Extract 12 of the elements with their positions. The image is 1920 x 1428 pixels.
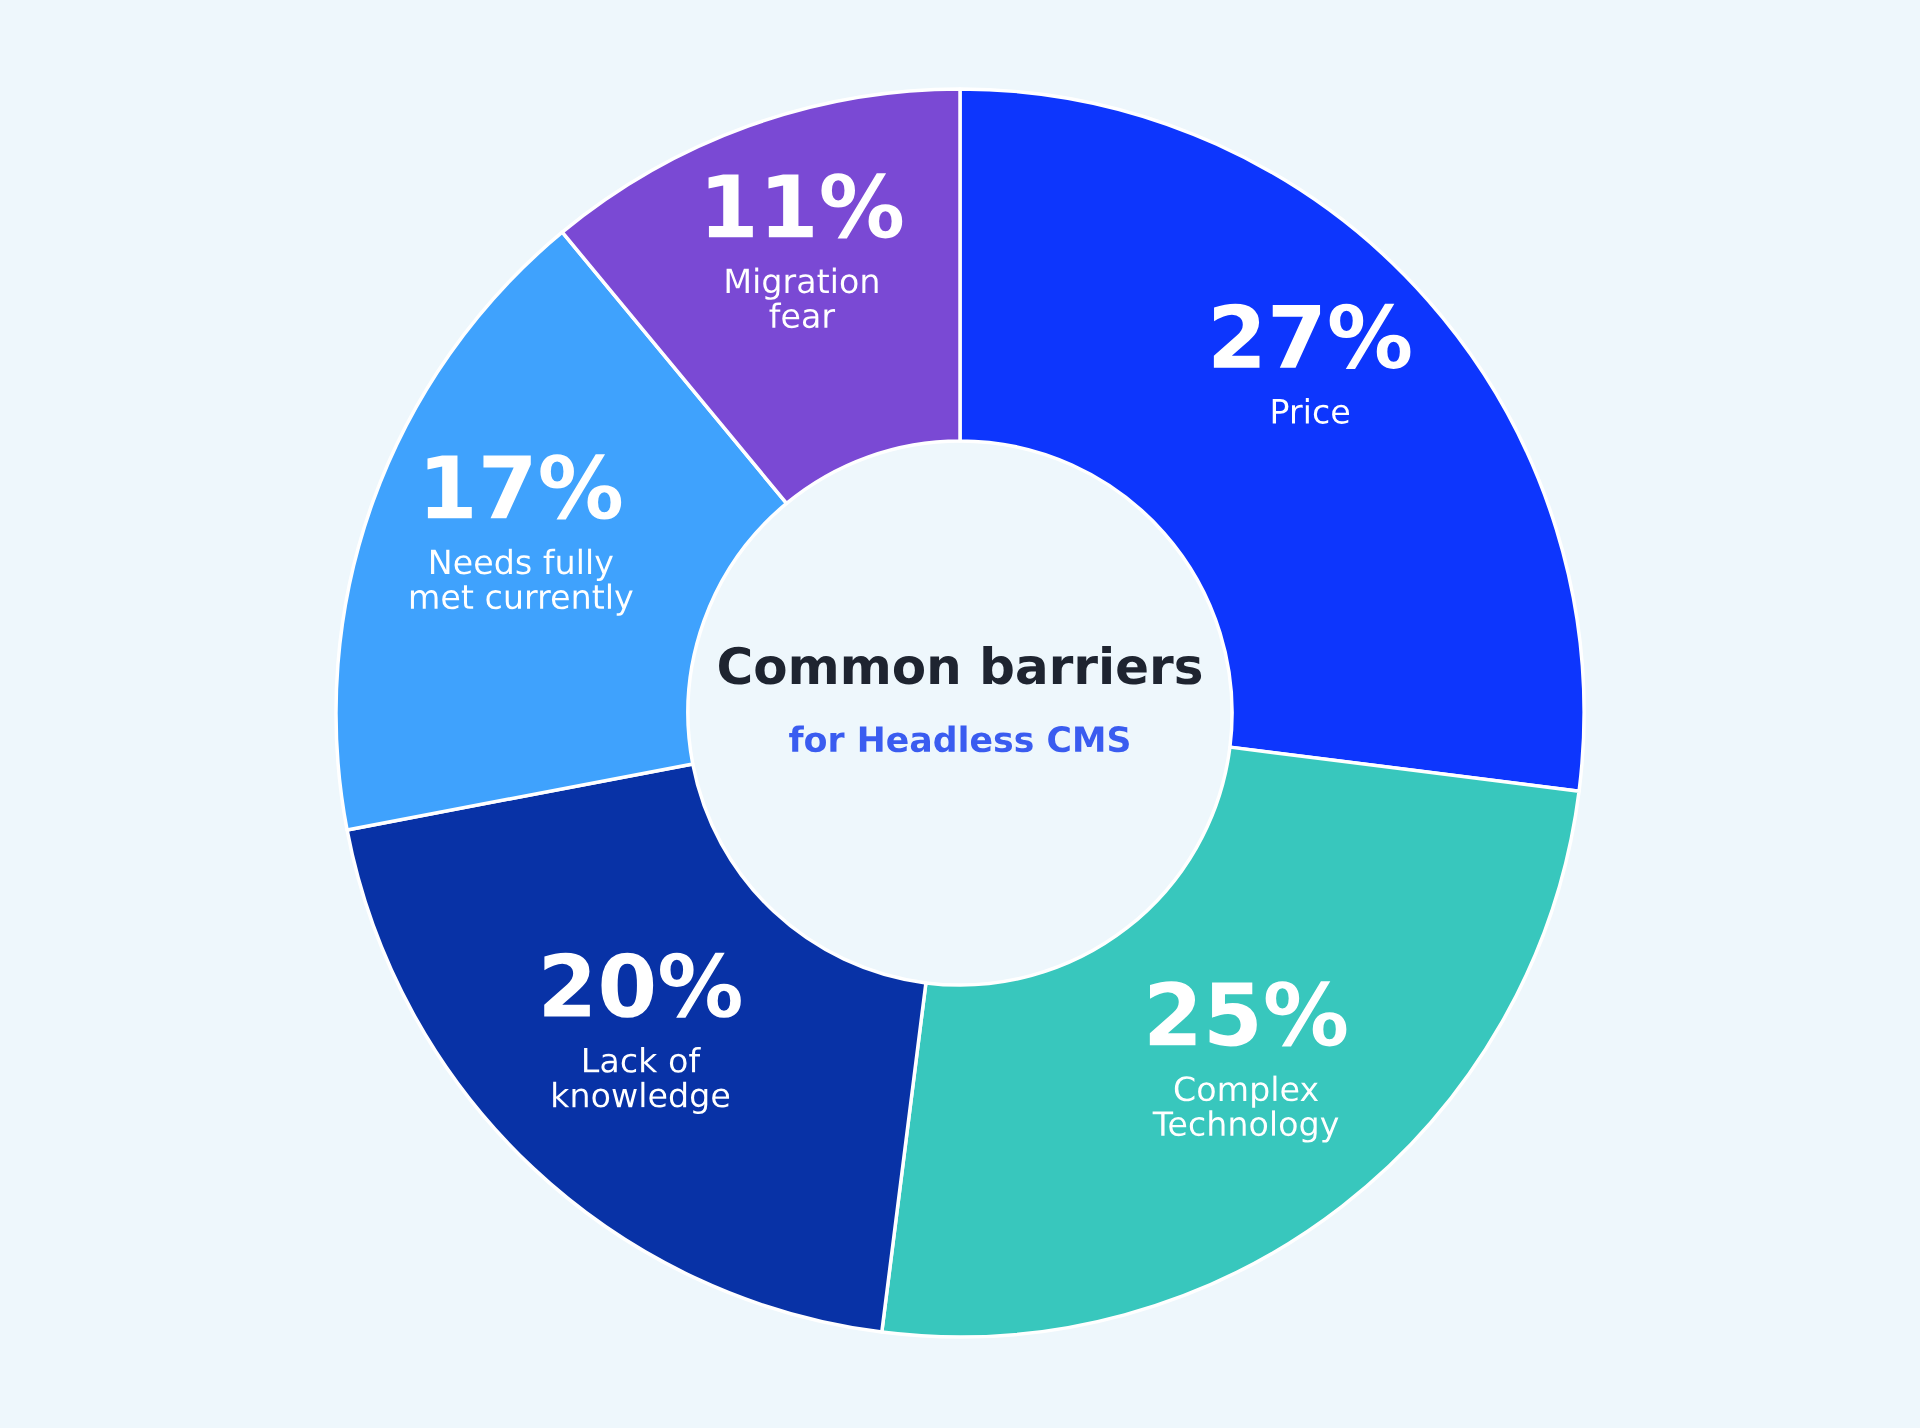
slice-label: Complex Technology	[1152, 1075, 1339, 1143]
slice-label: Needs fully met currently	[410, 548, 633, 616]
data-label: 11%	[708, 173, 903, 239]
text: Common barriers	[719, 645, 1202, 685]
slice-label: Migration fear	[726, 267, 878, 329]
data-label: 27%	[1213, 303, 1411, 369]
text: for Headless CMS	[789, 725, 1129, 753]
slice-label: Lack of knowledge	[553, 1047, 730, 1115]
data-label: 20%	[544, 952, 741, 1018]
slice-label: Price	[1272, 398, 1349, 424]
data-label: 17%	[427, 454, 622, 520]
data-label: 25%	[1149, 981, 1347, 1047]
